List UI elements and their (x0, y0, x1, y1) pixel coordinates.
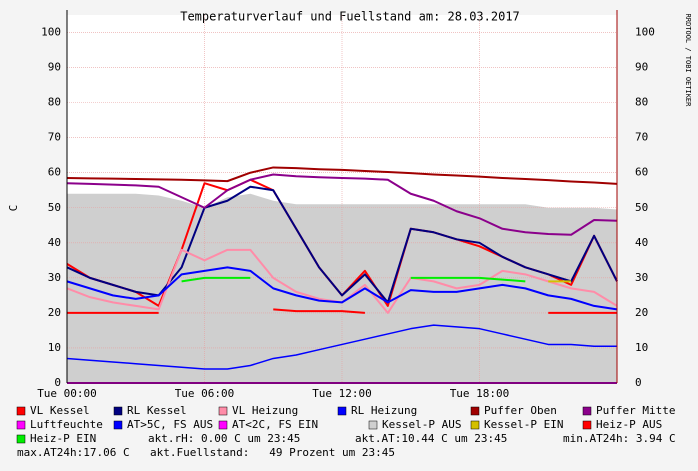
legend-swatch (337, 406, 347, 416)
legend-swatch (368, 420, 378, 430)
annotation: akt.Fuellstand: 49 Prozent um 23:45 (150, 446, 395, 459)
legend-label: VL Kessel (30, 404, 90, 417)
y-tick-label: 10 (48, 341, 61, 354)
legend-swatch (218, 420, 228, 430)
x-tick-label: Tue 06:00 (175, 387, 235, 400)
legend-label: Kessel-P AUS (382, 418, 461, 431)
annotation: min.AT24h: 3.94 C (563, 432, 676, 445)
legend-label: RL Kessel (127, 404, 187, 417)
legend-label: RL Heizung (351, 404, 417, 417)
legend-swatch (470, 406, 480, 416)
legend-swatch (218, 406, 228, 416)
y-tick-label-right: 100 (635, 26, 655, 39)
annotation: akt.rH: 0.00 C um 23:45 (148, 432, 300, 445)
y-tick-label-right: 60 (635, 166, 648, 179)
series-line (66, 324, 617, 370)
y-tick-label-right: 10 (635, 341, 648, 354)
legend-swatch (113, 420, 123, 430)
x-tick-label: Tue 12:00 (312, 387, 372, 400)
annotation: akt.AT:10.44 C um 23:45 (355, 432, 507, 445)
series-line (66, 166, 618, 185)
y-tick-label: 0 (54, 376, 61, 389)
y-tick-label-right: 40 (635, 236, 648, 249)
y-tick-label: 30 (48, 271, 61, 284)
y-tick-label-right: 30 (635, 271, 648, 284)
legend-swatch (16, 406, 26, 416)
y-tick-label: 20 (48, 306, 61, 319)
legend-swatch (113, 406, 123, 416)
y-tick-label-right: 50 (635, 201, 648, 214)
legend-label: Kessel-P EIN (484, 418, 563, 431)
y-tick-label: 80 (48, 96, 61, 109)
y-tick-label: 40 (48, 236, 61, 249)
legend-label: AT<2C, FS EIN (232, 418, 318, 431)
y-tick-label: 100 (41, 26, 61, 39)
legend-swatch (582, 420, 592, 430)
y-tick-label-right: 80 (635, 96, 648, 109)
legend-swatch (16, 434, 26, 444)
y-tick-label: 70 (48, 131, 61, 144)
series-line (66, 266, 618, 311)
y-tick-label-right: 90 (635, 61, 648, 74)
y-axis-label: C (7, 205, 20, 212)
x-tick-label: Tue 00:00 (37, 387, 97, 400)
series-line (66, 173, 618, 236)
chart-title: Temperaturverlauf und Fuellstand am: 28.… (180, 10, 520, 24)
legend-label: Heiz-P EIN (30, 432, 96, 445)
series-line (67, 308, 617, 314)
y-tick-label-right: 20 (635, 306, 648, 319)
legend-label: Heiz-P AUS (596, 418, 662, 431)
legend-swatch (582, 406, 592, 416)
watermark: RRDTOOL / TOBI OETIKER (684, 14, 692, 108)
legend-swatch (470, 420, 480, 430)
y-tick-label: 90 (48, 61, 61, 74)
area (67, 193, 617, 383)
x-tick-label: Tue 18:00 (450, 387, 510, 400)
y-tick-label-right: 0 (635, 376, 642, 389)
y-tick-label: 60 (48, 166, 61, 179)
y-tick-label: 50 (48, 201, 61, 214)
legend-label: Puffer Mitte (596, 404, 675, 417)
legend-label: Puffer Oben (484, 404, 557, 417)
legend-label: Luftfeuchte (30, 418, 103, 431)
legend-label: VL Heizung (232, 404, 298, 417)
series-line (181, 276, 526, 283)
legend-label: AT>5C, FS AUS (127, 418, 213, 431)
y-tick-label-right: 70 (635, 131, 648, 144)
annotation: max.AT24h:17.06 C (17, 446, 130, 459)
legend-swatch (16, 420, 26, 430)
